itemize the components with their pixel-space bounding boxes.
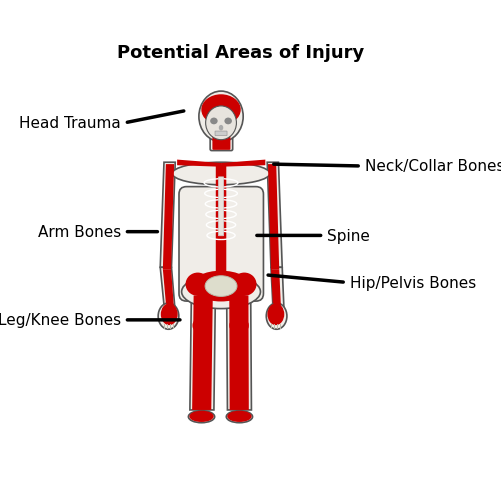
Ellipse shape (266, 304, 287, 329)
Text: Hip/Pelvis Bones: Hip/Pelvis Bones (349, 275, 475, 290)
Ellipse shape (158, 304, 178, 329)
Text: Arm Bones: Arm Bones (38, 224, 121, 240)
Polygon shape (162, 165, 174, 270)
Ellipse shape (231, 273, 256, 296)
Polygon shape (192, 296, 212, 410)
Ellipse shape (210, 118, 217, 125)
Ellipse shape (227, 411, 251, 422)
Ellipse shape (189, 411, 213, 422)
Polygon shape (271, 268, 284, 313)
Polygon shape (162, 270, 174, 311)
Ellipse shape (160, 304, 177, 325)
Ellipse shape (181, 275, 260, 309)
Ellipse shape (172, 163, 270, 185)
Ellipse shape (224, 118, 231, 125)
Ellipse shape (205, 107, 236, 141)
Ellipse shape (188, 411, 214, 423)
FancyBboxPatch shape (218, 178, 223, 236)
Ellipse shape (205, 276, 236, 297)
FancyBboxPatch shape (179, 187, 263, 302)
Ellipse shape (226, 411, 252, 423)
FancyBboxPatch shape (210, 122, 232, 151)
FancyBboxPatch shape (215, 165, 226, 289)
Text: Leg/Knee Bones: Leg/Knee Bones (0, 313, 121, 328)
FancyBboxPatch shape (212, 124, 230, 150)
Text: Spine: Spine (327, 228, 369, 244)
Polygon shape (271, 270, 281, 311)
Polygon shape (268, 165, 279, 270)
Ellipse shape (192, 317, 211, 335)
Title: Potential Areas of Injury: Potential Areas of Injury (117, 44, 364, 62)
Ellipse shape (267, 304, 284, 325)
Ellipse shape (201, 95, 240, 126)
Ellipse shape (198, 92, 242, 142)
Polygon shape (229, 296, 248, 410)
Polygon shape (267, 163, 282, 268)
Text: Head Trauma: Head Trauma (19, 116, 121, 131)
Ellipse shape (190, 271, 250, 302)
Polygon shape (189, 294, 215, 410)
FancyBboxPatch shape (214, 132, 226, 136)
Ellipse shape (218, 125, 223, 131)
Polygon shape (177, 160, 220, 167)
Polygon shape (160, 163, 175, 268)
Ellipse shape (185, 273, 209, 296)
Polygon shape (226, 294, 251, 410)
Ellipse shape (229, 317, 248, 335)
Polygon shape (160, 268, 175, 313)
Polygon shape (220, 160, 265, 167)
Text: Neck/Collar Bones: Neck/Collar Bones (364, 159, 501, 174)
